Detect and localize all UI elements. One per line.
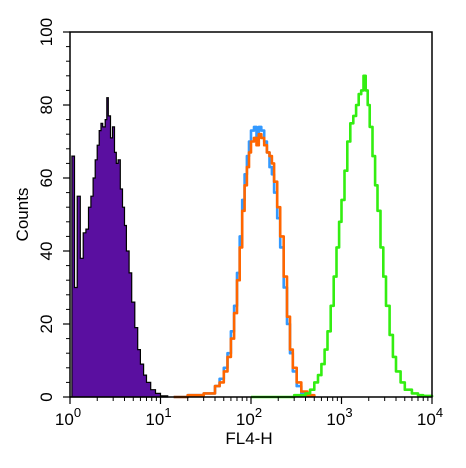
y-tick-label: 40 (37, 242, 56, 261)
x-tick-label: 103 (326, 405, 352, 429)
y-tick-label: 0 (37, 392, 56, 401)
y-axis-title: Counts (13, 188, 32, 242)
y-tick-label: 100 (37, 18, 56, 46)
y-tick-label: 60 (37, 169, 56, 188)
ticks-layer: 100 101 102 103 104 0 20 40 60 80 100 (37, 18, 443, 429)
y-tick-label: 20 (37, 315, 56, 334)
x-tick-label: 100 (55, 405, 81, 429)
x-axis-title: FL4-H (225, 429, 272, 448)
histogram-series-1 (70, 97, 169, 398)
y-tick-label: 80 (37, 96, 56, 115)
histogram-series-3 (173, 132, 316, 399)
series-layer (70, 74, 434, 399)
x-tick-label: 101 (145, 405, 171, 429)
histogram-series-4 (251, 74, 434, 399)
x-tick-label: 104 (417, 405, 443, 429)
x-tick-label: 102 (236, 405, 262, 429)
